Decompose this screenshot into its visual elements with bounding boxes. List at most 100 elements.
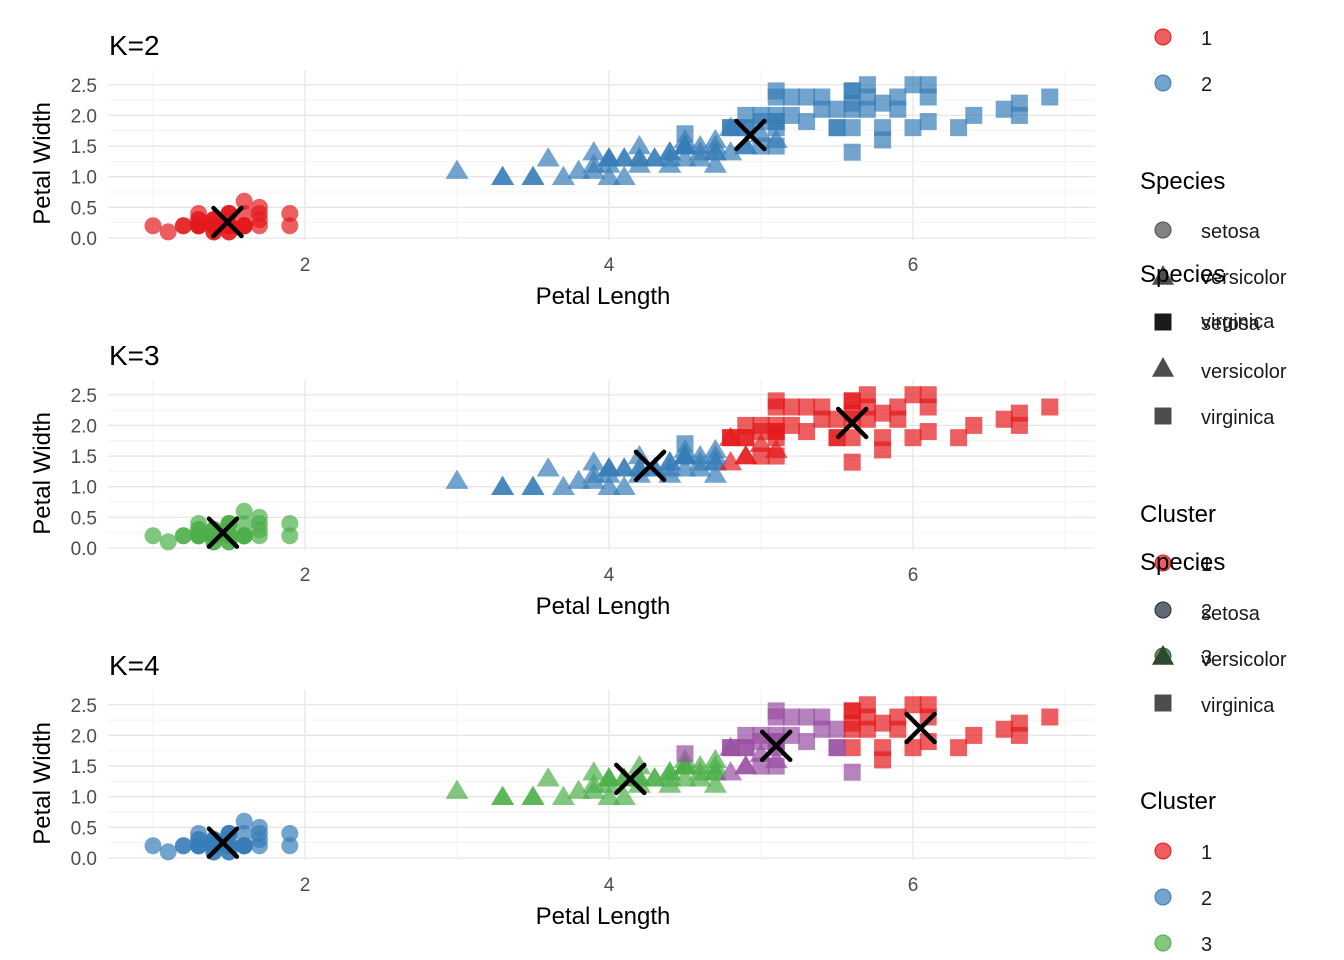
legend-label: versicolor: [1201, 361, 1287, 383]
point-virginica: [995, 100, 1013, 118]
legend-key-species-setosa: [1154, 221, 1172, 239]
y-axis-label: Petal Width: [29, 102, 56, 225]
point-virginica: [767, 757, 785, 775]
point-virginica: [1010, 416, 1028, 434]
point-setosa: [190, 837, 208, 855]
point-virginica: [782, 88, 800, 106]
grid: [108, 380, 1095, 550]
point-versicolor: [445, 779, 469, 799]
centroid-stroke: [206, 516, 240, 549]
point-setosa: [250, 508, 268, 526]
point-virginica: [843, 82, 861, 100]
point-versicolor: [597, 165, 621, 185]
point-versicolor: [521, 785, 545, 805]
point-versicolor: [445, 159, 469, 179]
centroid-marker: [206, 826, 240, 859]
point-setosa: [281, 514, 299, 532]
point-virginica: [904, 76, 922, 94]
point-virginica: [722, 739, 740, 757]
point-versicolor: [673, 147, 697, 167]
x-axis-label: Petal Length: [536, 283, 671, 310]
point-versicolor: [491, 165, 515, 185]
point-versicolor: [536, 767, 560, 787]
point-versicolor: [612, 147, 636, 167]
legend-key-species-virginica: [1154, 694, 1172, 712]
point-versicolor: [491, 475, 515, 495]
legend-title: Species: [1140, 168, 1225, 195]
point-virginica: [828, 739, 846, 757]
centroid-marker: [633, 449, 667, 483]
legend-label: 1: [1201, 842, 1212, 864]
point-versicolor: [536, 457, 560, 477]
point-setosa: [144, 837, 162, 855]
point-virginica: [904, 739, 922, 757]
y-tick-label: 1.0: [71, 788, 97, 809]
point-virginica: [828, 720, 846, 738]
point-virginica: [874, 441, 892, 459]
point-setosa: [159, 843, 177, 861]
legend-label: setosa: [1201, 221, 1261, 243]
point-versicolor: [597, 475, 621, 495]
x-tick-label: 2: [300, 565, 311, 586]
legend-label: virginica: [1201, 407, 1275, 429]
point-setosa: [250, 837, 268, 855]
point-virginica: [752, 757, 770, 775]
point-virginica: [919, 398, 937, 416]
centroid-stroke: [835, 406, 869, 440]
y-tick-label: 2.0: [71, 416, 97, 437]
legend-title: Species: [1140, 261, 1225, 288]
centroid-stroke: [904, 711, 937, 745]
point-versicolor: [551, 475, 575, 495]
legend-title: Species: [1140, 549, 1225, 576]
point-virginica: [889, 398, 907, 416]
y-tick-label: 2.5: [71, 386, 97, 407]
point-versicolor: [749, 432, 773, 453]
point-virginica: [737, 429, 755, 447]
point-virginica: [904, 119, 922, 137]
point-versicolor: [658, 773, 682, 793]
point-versicolor: [673, 767, 697, 787]
point-virginica: [798, 708, 816, 726]
point-versicolor: [734, 755, 758, 775]
centroid-marker: [206, 516, 240, 549]
y-axis-label: Petal Width: [29, 412, 56, 535]
centroid-marker: [904, 711, 937, 745]
legend: 12SpeciessetosaversicolorSpeciessetosavi…: [1140, 28, 1287, 956]
point-virginica: [965, 726, 983, 744]
point-setosa: [235, 527, 253, 545]
point-versicolor: [582, 463, 606, 483]
legend-key-species-virginica: [1154, 313, 1172, 331]
point-setosa: [281, 824, 299, 842]
legend-key-cluster-3: [1154, 934, 1172, 952]
point-versicolor: [491, 785, 515, 805]
point-virginica: [813, 708, 831, 726]
point-setosa: [235, 217, 253, 235]
panel-title: K=3: [109, 340, 160, 371]
point-versicolor: [597, 153, 621, 173]
x-tick-label: 2: [300, 875, 311, 896]
point-setosa: [174, 527, 192, 545]
point-virginica: [767, 398, 785, 416]
legend-title: Cluster: [1140, 788, 1216, 815]
centroid-marker: [734, 118, 767, 152]
point-versicolor: [627, 755, 651, 775]
panel-title: K=4: [109, 650, 160, 681]
centroid-marker: [614, 762, 647, 796]
centroid-marker: [835, 406, 869, 440]
y-tick-label: 1.0: [71, 168, 97, 189]
legend-key-cluster-1: [1154, 842, 1172, 860]
centroid-stroke: [206, 826, 240, 859]
legend-label: versicolor: [1201, 267, 1287, 289]
point-virginica: [1041, 398, 1059, 416]
point-versicolor: [597, 463, 621, 483]
point-setosa: [281, 217, 299, 235]
point-versicolor: [612, 165, 636, 185]
legend-label: 2: [1201, 888, 1212, 910]
point-setosa: [144, 217, 162, 235]
grid: [108, 690, 1095, 860]
legend-label: setosa: [1201, 313, 1261, 335]
point-virginica: [843, 702, 861, 720]
centroid-marker: [759, 729, 793, 763]
point-virginica: [858, 100, 876, 118]
point-setosa: [144, 527, 162, 545]
